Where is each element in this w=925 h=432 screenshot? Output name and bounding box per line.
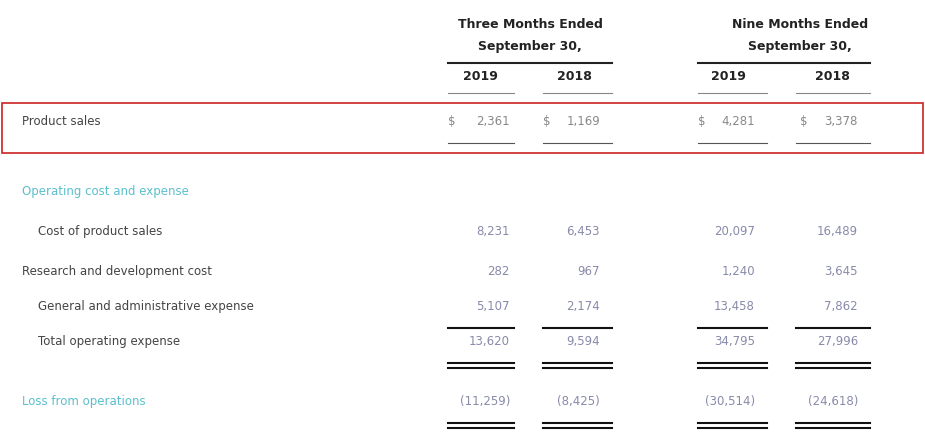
Text: 34,795: 34,795 <box>714 335 755 348</box>
Text: (24,618): (24,618) <box>808 395 858 408</box>
Text: September 30,: September 30, <box>478 40 582 53</box>
Text: Operating cost and expense: Operating cost and expense <box>22 185 189 198</box>
Text: $: $ <box>543 115 550 128</box>
Text: 2018: 2018 <box>557 70 591 83</box>
Text: (30,514): (30,514) <box>705 395 755 408</box>
Text: Loss from operations: Loss from operations <box>22 395 145 408</box>
Text: 20,097: 20,097 <box>714 225 755 238</box>
Text: 13,458: 13,458 <box>714 300 755 313</box>
Text: Nine Months Ended: Nine Months Ended <box>732 18 868 31</box>
Text: 16,489: 16,489 <box>817 225 858 238</box>
Text: September 30,: September 30, <box>748 40 852 53</box>
Text: Research and development cost: Research and development cost <box>22 265 212 278</box>
Text: (8,425): (8,425) <box>557 395 600 408</box>
Text: 967: 967 <box>577 265 600 278</box>
Text: 282: 282 <box>487 265 510 278</box>
Text: 3,378: 3,378 <box>824 115 858 128</box>
Text: Three Months Ended: Three Months Ended <box>458 18 602 31</box>
Text: Product sales: Product sales <box>22 115 101 128</box>
Text: 2,361: 2,361 <box>476 115 510 128</box>
Text: 2019: 2019 <box>462 70 498 83</box>
Text: 2018: 2018 <box>815 70 849 83</box>
Text: 13,620: 13,620 <box>469 335 510 348</box>
Text: 2019: 2019 <box>710 70 746 83</box>
Text: 3,645: 3,645 <box>824 265 858 278</box>
Text: 9,594: 9,594 <box>566 335 600 348</box>
Text: $: $ <box>448 115 455 128</box>
Text: 27,996: 27,996 <box>817 335 858 348</box>
Text: 1,240: 1,240 <box>722 265 755 278</box>
Text: (11,259): (11,259) <box>460 395 510 408</box>
Text: General and administrative expense: General and administrative expense <box>38 300 253 313</box>
Text: 1,169: 1,169 <box>566 115 600 128</box>
Text: Cost of product sales: Cost of product sales <box>38 225 163 238</box>
Text: 5,107: 5,107 <box>476 300 510 313</box>
Text: 8,231: 8,231 <box>476 225 510 238</box>
Text: 4,281: 4,281 <box>722 115 755 128</box>
Text: $: $ <box>800 115 808 128</box>
Text: 2,174: 2,174 <box>566 300 600 313</box>
Text: Total operating expense: Total operating expense <box>38 335 180 348</box>
Text: 7,862: 7,862 <box>824 300 858 313</box>
Text: $: $ <box>698 115 706 128</box>
Text: 6,453: 6,453 <box>566 225 600 238</box>
